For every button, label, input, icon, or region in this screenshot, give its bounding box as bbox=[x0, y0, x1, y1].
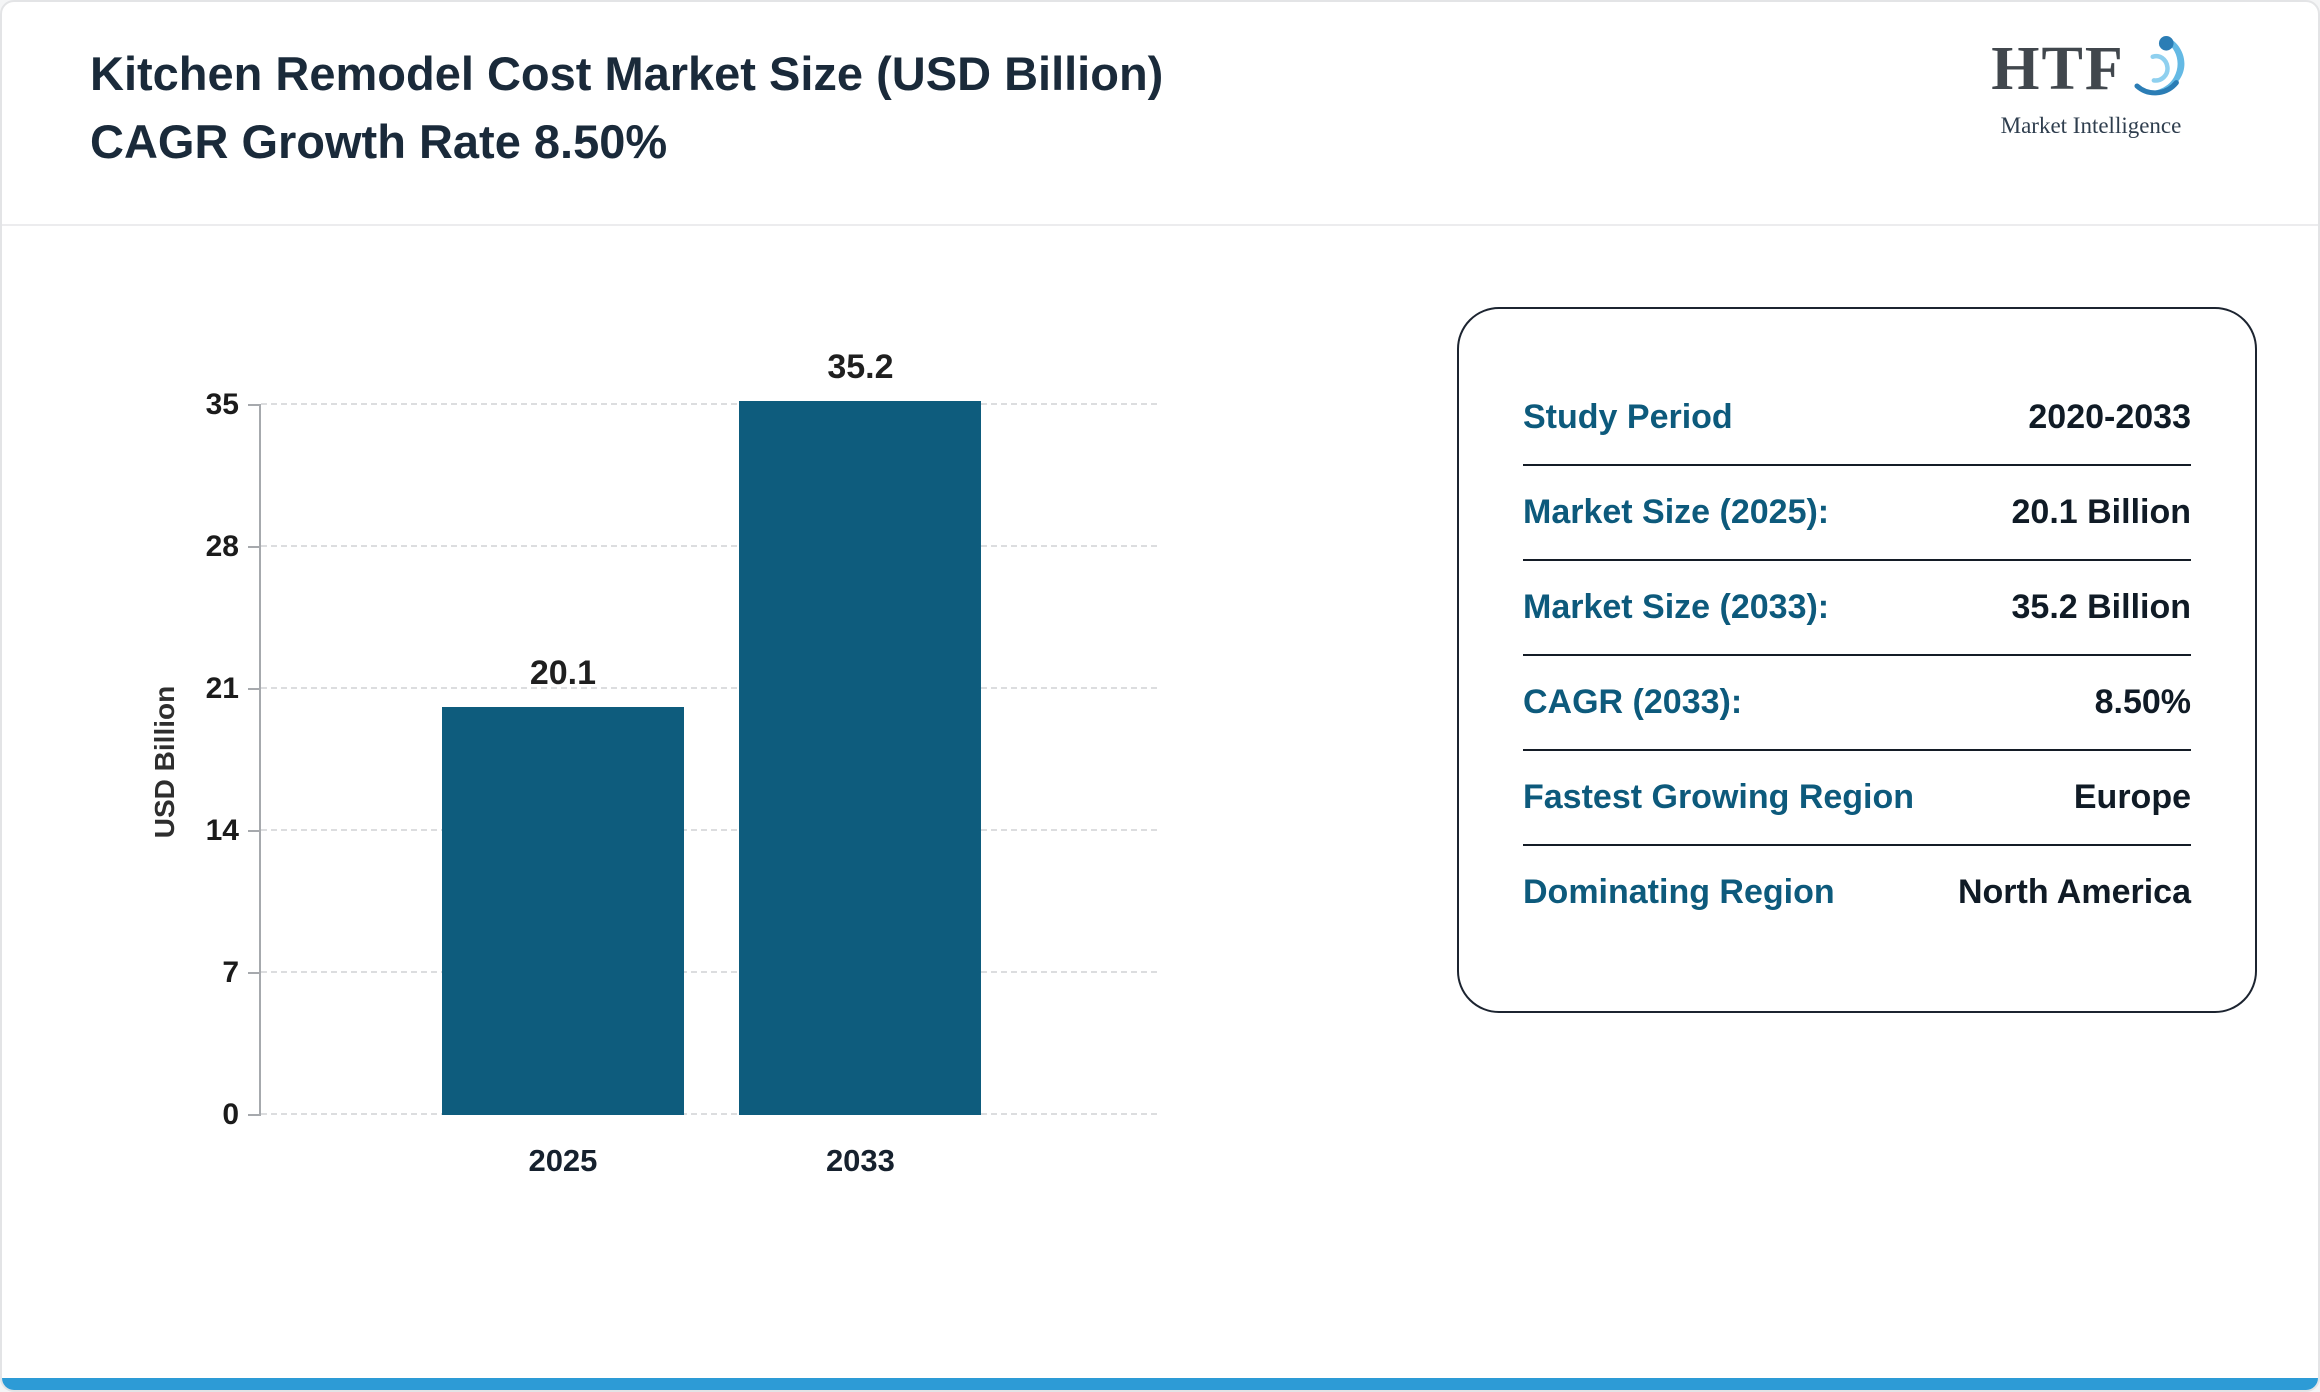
logo-text: HTF bbox=[1991, 35, 2125, 103]
gridline-14: 14 bbox=[206, 814, 1157, 847]
summary-value: 20.1 Billion bbox=[2011, 493, 2192, 531]
tick-mark bbox=[248, 830, 261, 832]
gridline-35: 35 bbox=[206, 388, 1157, 421]
y-tick-label: 35 bbox=[205, 388, 239, 421]
bar-2033: 35.2 bbox=[739, 348, 982, 1115]
y-tick-label: 14 bbox=[205, 814, 239, 847]
summary-value: 2020-2033 bbox=[2028, 398, 2191, 436]
market-summary-card: Study Period 2020-2033 Market Size (2025… bbox=[1457, 307, 2257, 1013]
bar-chart-plot-area: 0 7 14 21 28 35 20.1 35.2 2025 2033 bbox=[206, 348, 1157, 1178]
y-tick-label: 7 bbox=[222, 956, 239, 989]
gridline-21: 21 bbox=[206, 672, 1157, 705]
header-divider bbox=[2, 224, 2318, 226]
tick-mark bbox=[248, 546, 261, 548]
y-tick-label: 21 bbox=[205, 672, 239, 705]
y-tick-label: 0 bbox=[222, 1098, 239, 1131]
summary-value: Europe bbox=[2073, 778, 2191, 816]
logo-swoosh-icon bbox=[2119, 32, 2191, 109]
brand-logo-top: HTF bbox=[1991, 35, 2190, 109]
summary-row-market-size-2025: Market Size (2025): 20.1 Billion bbox=[1523, 466, 2191, 561]
summary-row-market-size-2033: Market Size (2033): 35.2 Billion bbox=[1523, 561, 2191, 656]
summary-label: Market Size (2033): bbox=[1523, 588, 1830, 626]
summary-label: Study Period bbox=[1523, 398, 1733, 436]
page-title-line1: Kitchen Remodel Cost Market Size (USD Bi… bbox=[90, 47, 1164, 100]
bottom-accent-strip bbox=[2, 1378, 2318, 1390]
bar-value-2025: 20.1 bbox=[529, 654, 597, 693]
summary-label: Dominating Region bbox=[1523, 873, 1835, 911]
logo-subtext: Market Intelligence bbox=[2000, 113, 2182, 138]
summary-value: North America bbox=[1957, 873, 2191, 911]
page-title: Kitchen Remodel Cost Market Size (USD Bi… bbox=[90, 40, 1163, 176]
x-tick-label-2033: 2033 bbox=[825, 1143, 895, 1178]
bar-2025: 20.1 bbox=[441, 654, 684, 1115]
bar-value-2033: 35.2 bbox=[827, 347, 894, 386]
y-axis-title: USD Billion bbox=[149, 685, 180, 839]
tick-mark bbox=[248, 404, 261, 406]
gridline-28: 28 bbox=[206, 530, 1157, 563]
x-tick-label-2025: 2025 bbox=[528, 1143, 598, 1178]
summary-label: Fastest Growing Region bbox=[1523, 778, 1915, 816]
summary-row-dominating-region: Dominating Region North America bbox=[1523, 846, 2191, 939]
brand-logo: HTF Market Intelligence bbox=[1956, 35, 2226, 139]
tick-mark bbox=[248, 1114, 261, 1116]
summary-value: 8.50% bbox=[2094, 683, 2191, 721]
summary-row-fastest-growing-region: Fastest Growing Region Europe bbox=[1523, 751, 2191, 846]
gridline-0: 0 bbox=[222, 1098, 1157, 1131]
y-tick-label: 28 bbox=[205, 530, 239, 563]
summary-label: Market Size (2025): bbox=[1523, 493, 1830, 531]
page-title-line2: CAGR Growth Rate 8.50% bbox=[90, 115, 668, 169]
gridline-7: 7 bbox=[222, 956, 1157, 989]
summary-value: 35.2 Billion bbox=[2011, 588, 2192, 626]
tick-mark bbox=[248, 972, 261, 974]
summary-row-study-period: Study Period 2020-2033 bbox=[1523, 371, 2191, 466]
summary-label: CAGR (2033): bbox=[1523, 683, 1743, 721]
summary-row-cagr: CAGR (2033): 8.50% bbox=[1523, 656, 2191, 751]
tick-mark bbox=[248, 688, 261, 690]
